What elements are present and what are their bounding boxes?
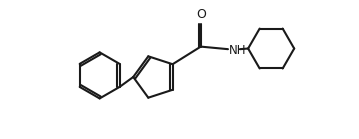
Text: O: O xyxy=(196,8,206,21)
Text: NH: NH xyxy=(229,44,247,57)
